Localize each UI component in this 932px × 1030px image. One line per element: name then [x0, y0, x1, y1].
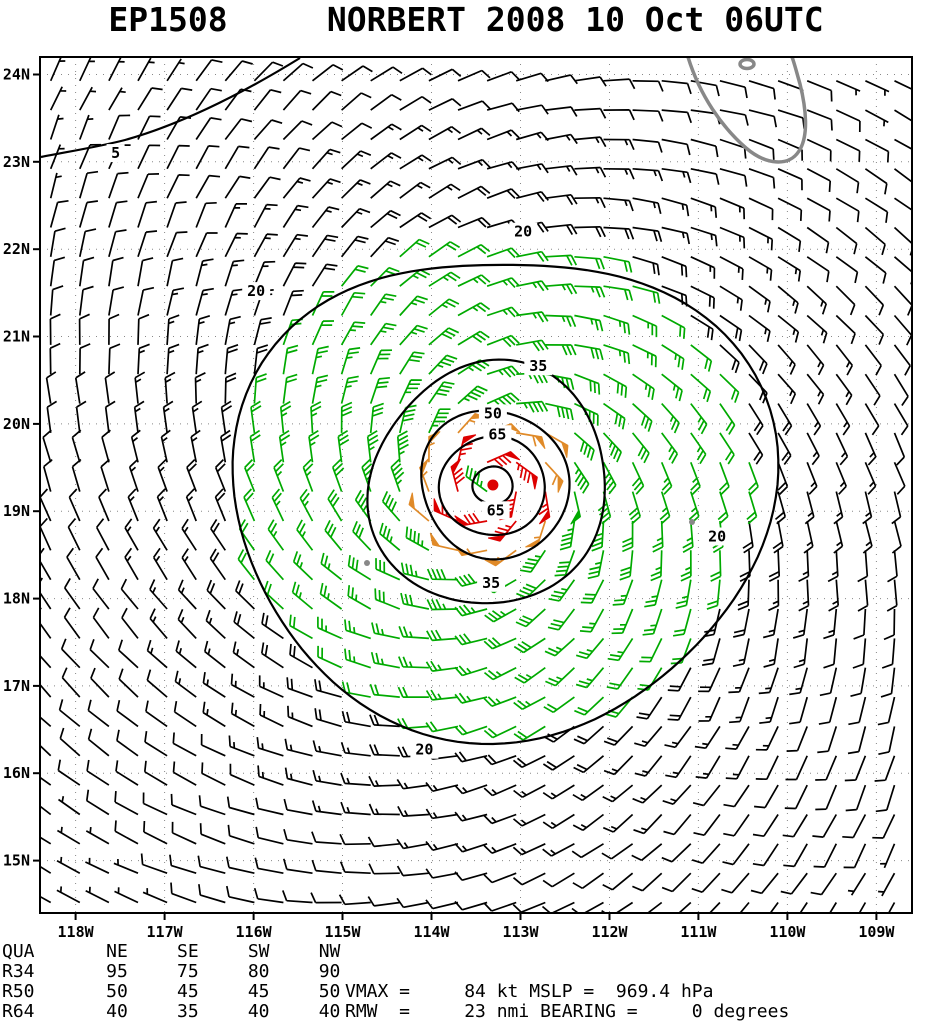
radii-value: 35 — [177, 1001, 199, 1022]
radii-value: 95 — [106, 961, 128, 982]
quadrant-header-sw: SW — [247, 941, 270, 962]
contour-labels: 5 20 20 20 20 35 35 50 65 65 — [106, 144, 732, 759]
svg-text:5: 5 — [111, 144, 120, 162]
svg-text:113W: 113W — [502, 923, 539, 941]
radii-corner-label: QUA — [2, 941, 35, 962]
svg-text:114W: 114W — [413, 923, 450, 941]
quadrant-header-se: SE — [177, 941, 199, 962]
svg-text:65: 65 — [487, 501, 505, 519]
coastline — [364, 57, 808, 566]
wind-radii-block: QUA NE SE SW NW R34 95 75 80 90 R50 50 4… — [2, 942, 789, 1022]
svg-text:21N: 21N — [3, 328, 30, 346]
radii-row-r64: R64 40 35 40 40 RMW = 23 nmi BEARING = 0… — [2, 1001, 789, 1022]
radii-row-label: R50 — [2, 981, 35, 1002]
svg-text:20: 20 — [708, 528, 726, 546]
svg-text:20: 20 — [514, 223, 532, 241]
radii-row-label: R64 — [2, 1001, 35, 1022]
radii-value: 75 — [177, 961, 199, 982]
rmw-bearing-text: RMW = 23 nmi BEARING = 0 degrees — [345, 1001, 790, 1022]
svg-text:109W: 109W — [858, 923, 895, 941]
storm-center-marker — [487, 479, 499, 491]
radii-row-r34: R34 95 75 80 90 — [2, 962, 340, 982]
radii-value: 45 — [177, 981, 199, 1002]
svg-text:20: 20 — [415, 741, 433, 759]
chart-title: EP1508 NORBERT 2008 10 Oct 06UTC — [108, 0, 824, 39]
radii-value: 45 — [247, 981, 270, 1002]
svg-text:112W: 112W — [591, 923, 628, 941]
radii-row-label: R34 — [2, 961, 35, 982]
radii-value: 50 — [318, 981, 341, 1002]
radii-header-row: QUA NE SE SW NW — [2, 942, 340, 962]
svg-text:17N: 17N — [3, 677, 30, 695]
svg-text:16N: 16N — [3, 764, 30, 782]
svg-text:20N: 20N — [3, 415, 30, 433]
radii-value: 40 — [106, 1001, 128, 1022]
svg-text:110W: 110W — [769, 923, 806, 941]
svg-text:35: 35 — [529, 357, 547, 375]
isotach-contours — [40, 57, 780, 746]
svg-text:20: 20 — [247, 282, 265, 300]
radii-value: 40 — [318, 1001, 341, 1022]
quadrant-header-ne: NE — [106, 941, 128, 962]
vmax-mslp-text: VMAX = 84 kt MSLP = 969.4 hPa — [345, 981, 714, 1002]
svg-text:24N: 24N — [3, 66, 30, 84]
grid-lines — [40, 57, 912, 913]
radii-value: 50 — [106, 981, 128, 1002]
svg-text:115W: 115W — [324, 923, 361, 941]
svg-text:35: 35 — [482, 574, 500, 592]
svg-text:22N: 22N — [3, 240, 30, 258]
axes: 15N 16N 17N 18N 19N 20N 21N 22N 23N 24N 118W 117W 11… — [3, 56, 913, 941]
svg-text:18N: 18N — [3, 590, 30, 608]
svg-text:116W: 116W — [236, 923, 273, 941]
svg-text:118W: 118W — [58, 923, 95, 941]
svg-text:15N: 15N — [3, 852, 30, 870]
svg-text:111W: 111W — [680, 923, 717, 941]
quadrant-header-nw: NW — [318, 941, 341, 962]
radii-row-r50: R50 50 45 45 50 VMAX = 84 kt MSLP = 969.… — [2, 981, 713, 1002]
radii-value: 40 — [247, 1001, 270, 1022]
svg-text:50: 50 — [484, 404, 502, 422]
svg-text:117W: 117W — [147, 923, 184, 941]
svg-text:65: 65 — [488, 425, 506, 443]
radii-value: 90 — [318, 961, 341, 982]
svg-text:23N: 23N — [3, 153, 30, 171]
svg-text:19N: 19N — [3, 502, 30, 520]
radii-value: 80 — [247, 961, 270, 982]
